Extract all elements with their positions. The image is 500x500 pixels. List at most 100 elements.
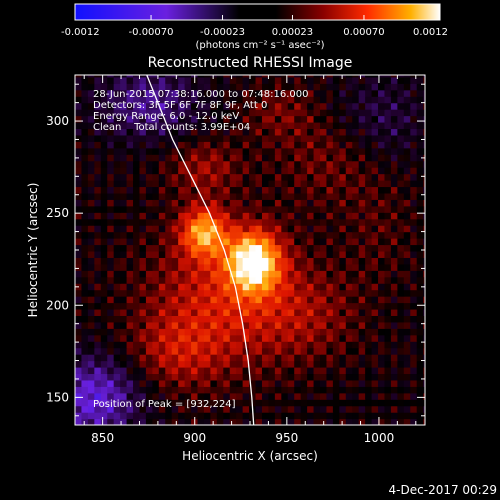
heatmap-pixel [236, 289, 244, 297]
heatmap-pixel [403, 102, 411, 110]
heatmap-pixel [197, 373, 205, 381]
heatmap-pixel [100, 83, 108, 91]
heatmap-pixel [152, 212, 160, 220]
heatmap-pixel [390, 250, 398, 258]
heatmap-pixel [339, 418, 347, 425]
heatmap-pixel [410, 89, 418, 97]
heatmap-pixel [203, 109, 211, 117]
heatmap-pixel [210, 186, 218, 194]
heatmap-pixel [133, 173, 141, 181]
heatmap-pixel [120, 205, 128, 213]
heatmap-pixel [352, 276, 360, 284]
heatmap-pixel [87, 128, 95, 136]
heatmap-pixel [365, 225, 373, 233]
heatmap-pixel [410, 321, 418, 329]
heatmap-pixel [287, 386, 295, 394]
heatmap-pixel [371, 283, 379, 291]
heatmap-pixel [371, 289, 379, 297]
heatmap-pixel [352, 212, 360, 220]
heatmap-pixel [313, 399, 321, 407]
heatmap-pixel [358, 173, 366, 181]
heatmap-pixel [326, 321, 334, 329]
colorbar-ticks: -0.0012 -0.00070 -0.00023 0.00023 0.00070 0.0… [61, 15, 448, 38]
heatmap-pixel [197, 89, 205, 97]
heatmap-pixel [87, 147, 95, 155]
heatmap-pixel [339, 366, 347, 375]
heatmap-pixel [307, 115, 315, 123]
heatmap-pixel [100, 418, 108, 425]
heatmap-pixel [171, 180, 179, 188]
heatmap-pixel [365, 328, 373, 336]
heatmap-pixel [145, 360, 153, 368]
heatmap-pixel [191, 147, 199, 155]
heatmap-pixel [178, 296, 186, 304]
heatmap-pixel [410, 212, 418, 220]
heatmap-pixel [352, 270, 360, 278]
heatmap-pixel [242, 418, 250, 425]
heatmap-pixel [320, 283, 328, 291]
heatmap-pixel [390, 412, 398, 420]
heatmap-pixel [242, 141, 250, 149]
heatmap-pixel [249, 366, 257, 375]
heatmap-pixel [332, 238, 340, 246]
heatmap-pixel [332, 328, 340, 336]
heatmap-pixel [378, 134, 386, 142]
heatmap-pixel [229, 212, 237, 220]
heatmap-pixel [107, 308, 115, 316]
heatmap-pixel [320, 238, 328, 246]
heatmap-pixel [133, 341, 141, 349]
heatmap-pixel [410, 199, 418, 207]
heatmap-pixel [410, 180, 418, 188]
heatmap-pixel [384, 283, 392, 291]
heatmap-pixel [113, 366, 121, 375]
heatmap-pixel [416, 199, 424, 207]
heatmap-pixel [365, 250, 373, 258]
heatmap-pixel [75, 218, 83, 226]
heatmap-pixel [274, 238, 282, 246]
heatmap-pixel [261, 366, 270, 375]
heatmap-pixel [294, 354, 302, 362]
heatmap-pixel [281, 96, 289, 104]
heatmap-pixel [300, 386, 308, 394]
heatmap-pixel [81, 180, 89, 188]
heatmap-pixel [165, 167, 173, 175]
heatmap-pixel [158, 347, 166, 355]
heatmap-pixel [145, 289, 153, 297]
heatmap-pixel [229, 89, 237, 97]
heatmap-pixel [210, 225, 218, 233]
heatmap-pixel [403, 341, 411, 349]
heatmap-pixel [197, 328, 205, 336]
heatmap-pixel [384, 225, 392, 233]
heatmap-pixel [210, 96, 218, 104]
heatmap-pixel [281, 102, 289, 110]
heatmap-pixel [100, 121, 108, 130]
heatmap-pixel [120, 289, 128, 297]
heatmap-pixel [158, 141, 166, 149]
heatmap-pixel [274, 115, 282, 123]
heatmap-pixel [133, 102, 141, 110]
heatmap-pixel [210, 418, 218, 425]
heatmap-pixel [326, 360, 334, 368]
heatmap-pixel [255, 366, 263, 375]
heatmap-pixel [139, 386, 147, 394]
heatmap-pixel [390, 321, 398, 329]
heatmap-pixel [255, 263, 263, 271]
heatmap-pixel [416, 283, 424, 291]
heatmap-pixel [223, 121, 231, 130]
heatmap-pixel [365, 283, 373, 291]
heatmap-pixel [210, 76, 218, 84]
heatmap-pixel [242, 399, 250, 407]
heatmap-pixel [326, 199, 334, 207]
heatmap-pixel [87, 257, 95, 265]
heatmap-pixel [345, 128, 353, 136]
heatmap-pixel [358, 308, 366, 316]
heatmap-pixel [113, 75, 121, 78]
heatmap-pixel [300, 205, 308, 213]
heatmap-pixel [423, 134, 425, 142]
heatmap-pixel [326, 205, 334, 213]
heatmap-pixel [126, 418, 134, 425]
heatmap-pixel [184, 128, 192, 136]
heatmap-pixel [158, 257, 166, 265]
heatmap-pixel [378, 412, 386, 420]
heatmap-pixel [332, 334, 340, 342]
